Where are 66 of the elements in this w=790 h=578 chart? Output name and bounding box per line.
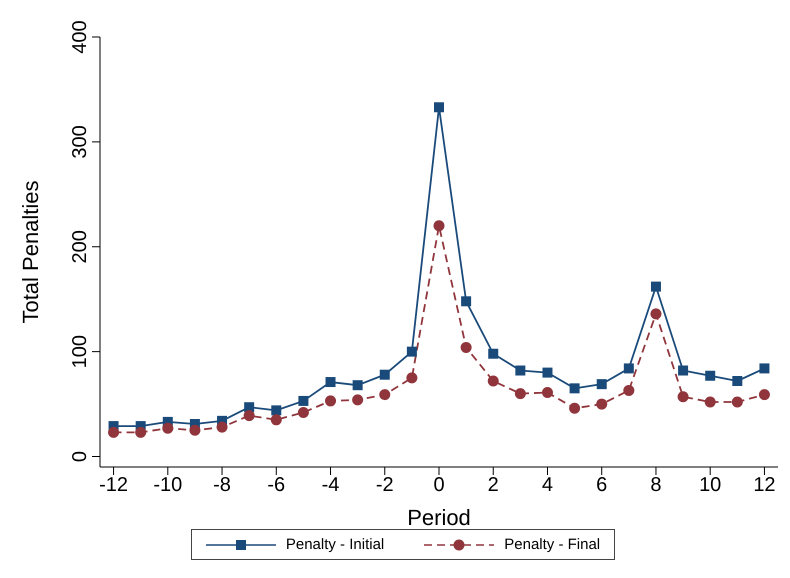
x-tick-label: -10 xyxy=(153,474,182,496)
point xyxy=(704,396,716,408)
point xyxy=(596,398,608,410)
y-tick-label: 0 xyxy=(69,450,91,462)
x-tick-label: -6 xyxy=(267,474,286,496)
point xyxy=(624,363,634,374)
point xyxy=(406,372,418,384)
point xyxy=(271,405,282,416)
point xyxy=(515,366,526,376)
point xyxy=(650,308,662,320)
point xyxy=(570,383,580,394)
point xyxy=(379,389,390,400)
point xyxy=(569,402,580,414)
y-tick-label: 100 xyxy=(69,334,91,368)
point xyxy=(162,422,174,434)
x-tick-label: -4 xyxy=(322,474,340,496)
point xyxy=(460,342,472,353)
point xyxy=(325,395,336,406)
point xyxy=(650,282,661,292)
point xyxy=(189,424,200,436)
point xyxy=(488,376,499,386)
point xyxy=(623,384,634,396)
point xyxy=(434,102,444,112)
x-tick-label: 2 xyxy=(488,474,499,496)
point xyxy=(732,396,743,408)
legend-label: Penalty - Final xyxy=(504,536,600,553)
point xyxy=(270,414,282,426)
y-tick-label: 200 xyxy=(69,230,91,264)
x-tick-label: 4 xyxy=(542,474,554,496)
point xyxy=(216,422,228,433)
point xyxy=(759,363,770,374)
point xyxy=(298,406,309,418)
point xyxy=(732,376,742,386)
point xyxy=(678,366,688,376)
point xyxy=(352,380,363,390)
y-tick-label: 400 xyxy=(69,20,91,54)
point xyxy=(326,377,336,388)
point xyxy=(705,370,716,381)
point xyxy=(244,410,255,422)
x-tick-label: -12 xyxy=(99,474,128,496)
y-axis-title: Total Penalties xyxy=(18,180,43,324)
point xyxy=(406,346,417,357)
point xyxy=(352,394,364,406)
x-tick-label: 0 xyxy=(433,474,445,496)
x-tick-label: 8 xyxy=(650,474,662,496)
x-tick-label: 6 xyxy=(596,474,608,496)
legend-label: Penalty - Initial xyxy=(286,536,384,553)
x-tick-label: -8 xyxy=(213,474,231,496)
y-tick-label: 300 xyxy=(69,125,91,159)
x-tick-label: 10 xyxy=(699,474,722,496)
x-tick-label: -2 xyxy=(376,474,394,496)
point xyxy=(298,396,308,406)
point xyxy=(542,387,553,398)
point xyxy=(488,348,498,359)
x-axis-title: Period xyxy=(407,505,471,530)
point xyxy=(135,426,146,438)
point xyxy=(596,379,607,390)
point xyxy=(434,220,444,232)
point xyxy=(542,368,552,378)
x-tick-label: 12 xyxy=(753,474,776,496)
point xyxy=(678,391,689,402)
point xyxy=(514,388,526,400)
point xyxy=(461,296,472,306)
point xyxy=(108,426,120,438)
point xyxy=(380,370,390,380)
point xyxy=(758,389,770,400)
